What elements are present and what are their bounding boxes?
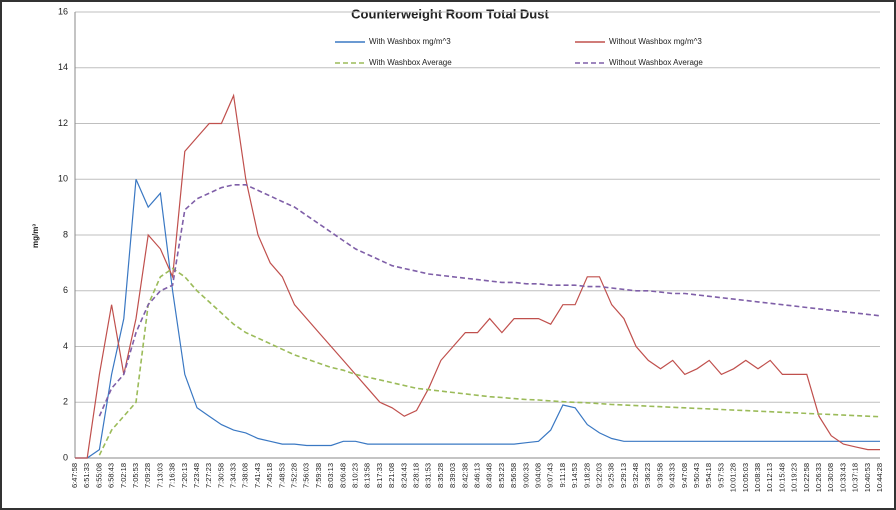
- x-tick-label: 8:13:58: [363, 463, 372, 488]
- y-tick-label: 16: [58, 6, 68, 16]
- x-tick-label: 10:08:38: [753, 463, 762, 492]
- y-tick-label: 0: [63, 452, 68, 462]
- x-tick-label: 8:10:23: [351, 463, 360, 488]
- x-tick-label: 8:35:28: [436, 463, 445, 488]
- x-tick-label: 9:14:53: [570, 463, 579, 488]
- x-tick-label: 10:30:08: [826, 463, 835, 492]
- series-line: [98, 267, 881, 456]
- x-tick-label: 10:40:53: [863, 463, 872, 492]
- x-tick-label: 10:33:43: [838, 463, 847, 492]
- x-tick-label: 8:56:58: [509, 463, 518, 488]
- x-tick-label: 10:22:58: [802, 463, 811, 492]
- x-tick-label: 10:19:23: [790, 463, 799, 492]
- x-tick-label: 7:45:18: [265, 463, 274, 488]
- x-tick-label: 8:42:38: [460, 463, 469, 488]
- x-tick-label: 9:11:18: [558, 463, 567, 487]
- x-tick-label: 7:09:28: [143, 463, 152, 488]
- y-tick-label: 2: [63, 397, 68, 407]
- x-tick-label: 9:57:53: [716, 463, 725, 488]
- x-tick-label: 7:20:13: [180, 463, 189, 488]
- x-tick-label: 7:56:03: [302, 463, 311, 488]
- x-tick-label: 6:58:43: [107, 463, 116, 488]
- x-tick-label: 10:12:13: [765, 463, 774, 492]
- x-tick-label: 8:06:48: [338, 463, 347, 488]
- x-tick-label: 6:47:58: [70, 463, 79, 488]
- legend-label: With Washbox mg/m^3: [369, 37, 451, 46]
- x-tick-label: 10:05:03: [741, 463, 750, 492]
- x-tick-label: 9:36:23: [643, 463, 652, 488]
- legend-label: With Washbox Average: [369, 58, 452, 67]
- x-tick-label: 8:21:08: [387, 463, 396, 488]
- legend-label: Without Washbox mg/m^3: [609, 37, 702, 46]
- x-tick-label: 7:23:48: [192, 463, 201, 488]
- x-tick-label: 7:52:28: [290, 463, 299, 488]
- x-tick-label: 8:17:33: [375, 463, 384, 488]
- legend-label: Without Washbox Average: [609, 58, 703, 67]
- x-tick-label: 8:03:13: [326, 463, 335, 488]
- y-tick-label: 8: [63, 229, 68, 239]
- x-tick-label: 9:54:18: [704, 463, 713, 488]
- series-line: [98, 184, 881, 417]
- x-tick-label: 7:38:08: [241, 463, 250, 488]
- x-tick-label: 10:37:18: [851, 463, 860, 492]
- x-tick-label: 9:04:08: [533, 463, 542, 488]
- x-tick-label: 8:24:43: [399, 463, 408, 488]
- x-tick-label: 9:18:28: [582, 463, 591, 488]
- x-tick-label: 9:29:13: [619, 463, 628, 488]
- y-tick-label: 4: [63, 341, 68, 351]
- x-tick-label: 9:32:48: [631, 463, 640, 488]
- y-tick-label: 14: [58, 62, 68, 72]
- x-tick-label: 9:39:58: [655, 463, 664, 488]
- x-tick-label: 8:49:48: [485, 463, 494, 488]
- y-tick-label: 10: [58, 174, 68, 184]
- x-tick-label: 8:53:23: [497, 463, 506, 488]
- x-tick-label: 7:30:58: [216, 463, 225, 488]
- x-tick-label: 6:51:33: [82, 463, 91, 488]
- x-tick-label: 10:01:28: [729, 463, 738, 492]
- x-tick-label: 6:55:08: [94, 463, 103, 488]
- series-line: [75, 93, 880, 459]
- x-tick-label: 7:13:03: [155, 463, 164, 488]
- x-tick-label: 7:05:53: [131, 463, 140, 488]
- x-tick-label: 9:25:38: [607, 463, 616, 488]
- x-tick-label: 7:59:38: [314, 463, 323, 488]
- series-line: [75, 179, 880, 459]
- x-tick-label: 10:15:48: [777, 463, 786, 492]
- x-tick-label: 8:28:18: [411, 463, 420, 488]
- x-tick-label: 9:47:08: [680, 463, 689, 488]
- x-tick-label: 9:00:33: [521, 463, 530, 488]
- x-tick-label: 7:16:38: [168, 463, 177, 488]
- chart-title: Counterweight Room Total Dust: [351, 6, 549, 21]
- x-tick-label: 8:31:53: [424, 463, 433, 488]
- x-tick-label: 8:39:03: [448, 463, 457, 488]
- x-tick-label: 9:22:03: [594, 463, 603, 488]
- x-tick-label: 10:26:33: [814, 463, 823, 492]
- y-tick-label: 12: [58, 118, 68, 128]
- y-tick-label: 6: [63, 285, 68, 295]
- x-tick-label: 7:34:33: [229, 463, 238, 488]
- y-axis-label: mg/m³: [31, 224, 40, 248]
- x-tick-label: 9:43:33: [668, 463, 677, 488]
- x-tick-label: 9:50:43: [692, 463, 701, 488]
- x-tick-label: 7:02:18: [119, 463, 128, 488]
- x-tick-label: 7:48:53: [277, 463, 286, 488]
- x-tick-label: 10:44:28: [875, 463, 884, 492]
- x-tick-label: 8:46:13: [472, 463, 481, 488]
- x-tick-label: 7:41:43: [253, 463, 262, 488]
- x-tick-label: 9:07:43: [546, 463, 555, 488]
- x-tick-label: 7:27:23: [204, 463, 213, 488]
